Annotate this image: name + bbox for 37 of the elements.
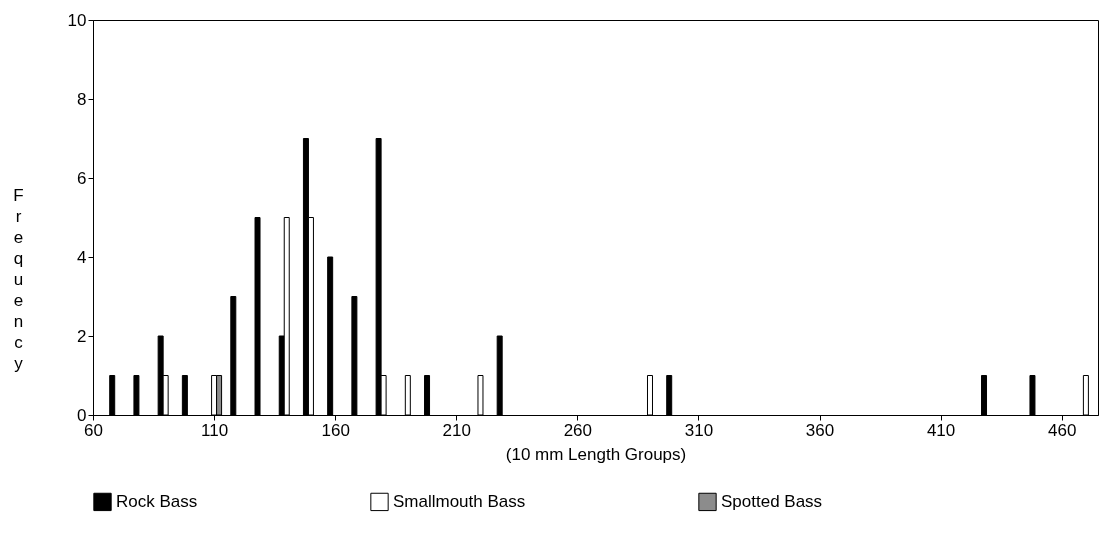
bar — [404, 375, 411, 416]
y-tick-label: 4 — [77, 247, 87, 267]
x-tick-label: 360 — [805, 420, 835, 440]
bar — [496, 335, 503, 416]
bar — [981, 375, 988, 416]
x-axis-title: (10 mm Length Groups) — [505, 444, 687, 464]
text: Frequency — [13, 185, 24, 373]
y-tick-label: 6 — [77, 168, 87, 188]
bar — [327, 256, 334, 416]
y-tick-label: 10 — [67, 10, 87, 30]
legend-label: Rock Bass — [116, 491, 198, 511]
legend-label: Spotted Bass — [721, 491, 823, 511]
x-tick-label: 260 — [563, 420, 593, 440]
x-tick-label: 210 — [442, 420, 471, 440]
x-tick-label: 60 — [84, 420, 103, 440]
bar — [181, 375, 188, 416]
x-tick-label: 110 — [201, 420, 229, 440]
bar — [1082, 375, 1089, 416]
x-tick-label: 410 — [926, 420, 956, 440]
bar — [1029, 375, 1036, 416]
bar — [109, 375, 116, 416]
y-tick-label: 2 — [77, 326, 87, 346]
x-tick-label: 310 — [684, 420, 714, 440]
bar — [477, 375, 484, 416]
bar — [351, 296, 358, 416]
bar — [424, 375, 431, 416]
bar — [254, 217, 261, 416]
legend-label: Smallmouth Bass — [393, 491, 526, 511]
bar — [133, 375, 140, 416]
bar — [230, 296, 237, 416]
y-tick-label: 8 — [77, 89, 87, 109]
x-tick-label: 160 — [321, 420, 350, 440]
bar — [666, 375, 673, 416]
bar — [283, 217, 290, 416]
y-tick-label: 0 — [77, 405, 87, 425]
x-tick-label: 460 — [1047, 420, 1077, 440]
bar — [646, 375, 653, 416]
